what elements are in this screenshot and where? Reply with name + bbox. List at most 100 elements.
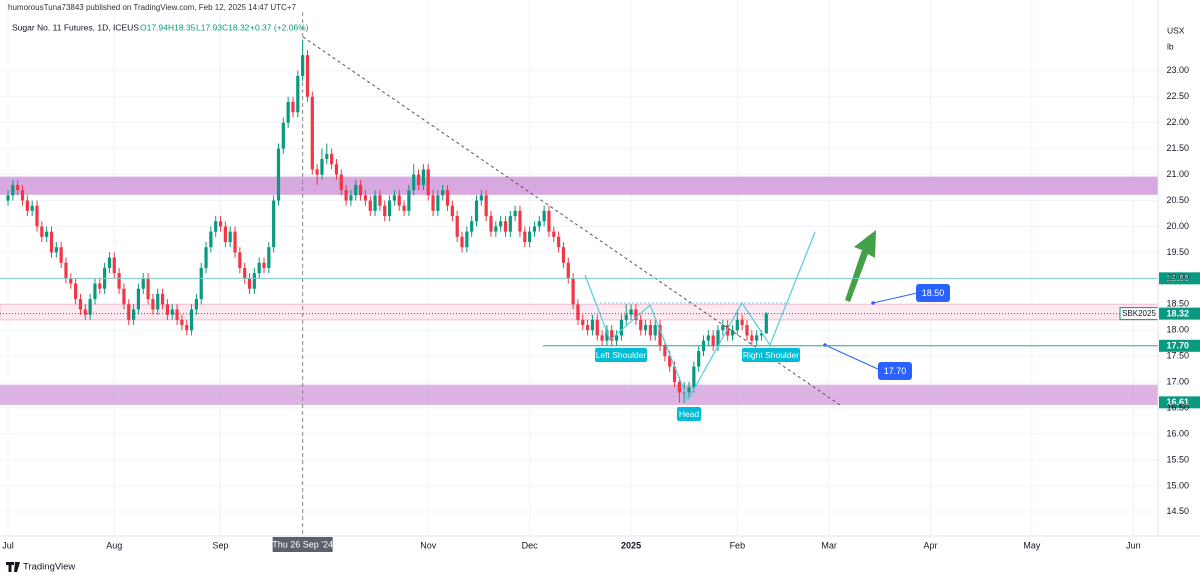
candle-body (740, 319, 744, 326)
candle-body (726, 325, 730, 336)
y-tick-label: 15.00 (1166, 480, 1189, 490)
candle-body (590, 319, 595, 331)
candle-body (257, 262, 261, 274)
x-tick-label: Jun (1126, 540, 1141, 550)
candle-body (165, 304, 170, 315)
candles (6, 39, 768, 403)
candle-body (78, 299, 83, 310)
candle-body (16, 184, 20, 191)
candle-body (98, 283, 102, 289)
candle-body (276, 148, 281, 201)
candle-body (499, 221, 503, 227)
candle-body (513, 210, 517, 217)
chart-title: Sugar No. 11 Futures, 1D, ICEUS (12, 22, 139, 32)
y-tick-label: 21.50 (1166, 143, 1189, 153)
candle-body (88, 299, 92, 315)
callout-box (916, 284, 950, 302)
y-tick-label: 19.00 (1166, 273, 1189, 283)
candle-body (160, 293, 165, 305)
candle-body (127, 304, 131, 320)
candle-body (74, 283, 78, 300)
candle-body (320, 158, 324, 175)
price-label-name: SBK2025 (1122, 309, 1156, 318)
candle-body (503, 221, 508, 232)
candle-body (368, 200, 372, 211)
candle-body (286, 101, 290, 123)
candle-body (262, 262, 266, 268)
candle-body (755, 335, 759, 341)
unit: USX (1167, 25, 1185, 35)
candle-body (189, 309, 194, 331)
candle-body (416, 174, 421, 185)
price-label-box (1159, 339, 1200, 352)
candle-body (383, 205, 387, 217)
y-tick-label: 19.50 (1166, 247, 1189, 257)
candle-body (445, 190, 450, 206)
left-shoulder-label: Left Shoulder (596, 350, 647, 360)
candle-body (677, 382, 681, 393)
ohlc-high: H18.35 (168, 22, 196, 32)
price-label: 16.61 (1166, 397, 1189, 407)
candle-body (682, 392, 686, 394)
candle-body (122, 288, 126, 305)
price-label-box (1159, 307, 1200, 320)
candle-body (209, 231, 213, 248)
candle-body (639, 319, 643, 331)
candle-body (412, 174, 416, 191)
candle-body (11, 184, 15, 196)
candle-body (349, 195, 353, 201)
candle-body (93, 283, 97, 300)
candle-body (228, 231, 232, 243)
candle-body (315, 169, 319, 175)
callout-box (878, 362, 912, 380)
candle-body (358, 184, 363, 196)
zone (0, 176, 1158, 195)
candle-body (363, 195, 368, 201)
candle-body (199, 267, 203, 300)
callout-line (872, 292, 918, 304)
candle-body (663, 345, 667, 357)
candle-body (576, 304, 580, 320)
callout-line (824, 344, 881, 371)
candle-body (528, 231, 532, 243)
levels: 19.00 18.32 SBK2025 17.70 16.61 (0, 272, 1200, 409)
candle-body (373, 195, 377, 211)
candle-body (354, 184, 358, 196)
candle-body (131, 309, 136, 320)
x-tick-label: Sep (213, 540, 229, 550)
candle-body (54, 247, 58, 253)
candle-body (30, 205, 34, 211)
y-tick-label: 17.50 (1166, 351, 1189, 361)
candle-body (745, 325, 749, 336)
candle-body (585, 325, 590, 331)
candle-body (378, 195, 382, 206)
candle-body (716, 330, 720, 346)
ohlc-close: C18.32 (222, 22, 250, 32)
brand-logo (6, 562, 20, 572)
candle-body (112, 257, 116, 274)
candle-body (561, 247, 566, 263)
candle-body (614, 335, 619, 341)
y-tick-label: 17.00 (1166, 376, 1189, 386)
candle-body (146, 278, 150, 300)
crosshair-label: Thu 26 Sep '24 (272, 539, 333, 549)
y-tick-label: 16.00 (1166, 428, 1189, 438)
y-tick-label: 21.00 (1166, 169, 1189, 179)
candle-body (194, 299, 198, 310)
price-label: 19.00 (1166, 273, 1189, 283)
brand: TradingView (23, 562, 75, 573)
candle-body (658, 325, 662, 346)
x-tick-label: Feb (730, 540, 746, 550)
candle-body (310, 96, 314, 170)
candle-body (223, 226, 227, 243)
trend-line (302, 36, 841, 406)
candle-body (214, 221, 218, 232)
candle-body (180, 319, 184, 326)
candle-body (272, 200, 276, 248)
candle-body (692, 366, 696, 388)
ohlc-open: O17.94 (140, 22, 168, 32)
up-arrow (845, 230, 876, 302)
candle-body (25, 200, 29, 211)
callout-text: 18.50 (922, 288, 945, 298)
candle-body (759, 333, 764, 336)
